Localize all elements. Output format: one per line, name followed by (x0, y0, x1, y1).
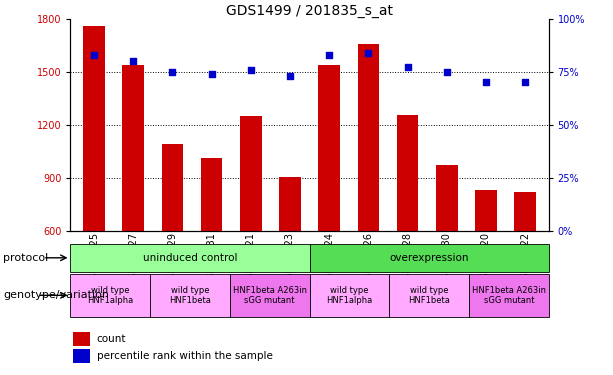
Text: protocol: protocol (3, 253, 48, 263)
Text: uninduced control: uninduced control (143, 253, 237, 263)
Point (167, 69, 177, 75)
Bar (83, 26, 105, 231)
Point (403, 64, 413, 70)
Bar (150, 274, 230, 317)
Text: wild type
HNF1beta: wild type HNF1beta (408, 286, 450, 305)
Bar (70, 244, 310, 272)
Bar (436, 165, 457, 231)
Text: count: count (97, 334, 126, 344)
Bar (357, 44, 379, 231)
Bar (73, 332, 89, 346)
Bar (397, 115, 418, 231)
Bar (310, 274, 389, 317)
Text: HNF1beta A263in
sGG mutant: HNF1beta A263in sGG mutant (472, 286, 546, 305)
Text: overexpression: overexpression (389, 253, 469, 263)
Text: wild type
HNF1alpha: wild type HNF1alpha (87, 286, 134, 305)
Bar (240, 116, 262, 231)
Bar (389, 274, 469, 317)
Text: HNF1beta A263in
sGG mutant: HNF1beta A263in sGG mutant (233, 286, 306, 305)
Text: percentile rank within the sample: percentile rank within the sample (97, 351, 273, 361)
Point (364, 50, 373, 55)
Bar (475, 190, 497, 231)
Point (285, 73, 295, 79)
Text: wild type
HNF1alpha: wild type HNF1alpha (326, 286, 373, 305)
Point (89, 52, 99, 58)
Bar (162, 144, 183, 231)
Point (481, 80, 491, 86)
Bar (73, 349, 89, 363)
Point (442, 69, 452, 75)
Point (520, 80, 530, 86)
Bar (469, 274, 549, 317)
Bar (310, 244, 549, 272)
Point (128, 58, 138, 64)
Bar (201, 158, 223, 231)
Bar (318, 64, 340, 231)
Bar (514, 192, 536, 231)
Bar (70, 274, 150, 317)
Title: GDS1499 / 201835_s_at: GDS1499 / 201835_s_at (226, 4, 393, 18)
Point (207, 71, 216, 77)
Text: genotype/variation: genotype/variation (3, 290, 109, 300)
Bar (230, 274, 310, 317)
Point (324, 52, 334, 58)
Point (246, 67, 256, 73)
Text: wild type
HNF1beta: wild type HNF1beta (169, 286, 211, 305)
Bar (279, 177, 301, 231)
Bar (123, 64, 144, 231)
